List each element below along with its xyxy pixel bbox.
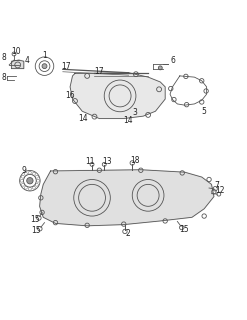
Text: 17: 17 — [62, 62, 71, 71]
Text: 16: 16 — [65, 91, 75, 100]
Text: 9: 9 — [21, 166, 26, 175]
Polygon shape — [70, 73, 165, 119]
Circle shape — [158, 66, 162, 70]
Text: 7: 7 — [214, 181, 219, 190]
Text: 3: 3 — [132, 108, 137, 117]
Text: 13: 13 — [102, 157, 112, 166]
Circle shape — [27, 178, 33, 184]
Text: 4: 4 — [25, 56, 30, 65]
Text: 15: 15 — [179, 225, 189, 234]
Text: 1: 1 — [42, 51, 47, 60]
Polygon shape — [40, 170, 214, 226]
Text: 8: 8 — [2, 53, 7, 62]
Text: 11: 11 — [85, 157, 95, 166]
Text: 14: 14 — [123, 116, 133, 125]
Text: 17: 17 — [95, 67, 104, 76]
Polygon shape — [12, 60, 24, 68]
Text: 10: 10 — [12, 47, 21, 56]
Text: 5: 5 — [202, 107, 206, 116]
Text: 18: 18 — [131, 156, 140, 165]
Circle shape — [42, 64, 47, 68]
Text: 15: 15 — [31, 226, 41, 235]
Text: 8: 8 — [2, 73, 7, 82]
Text: 12: 12 — [215, 187, 225, 196]
Text: 14: 14 — [79, 114, 88, 123]
Text: 6: 6 — [170, 56, 175, 65]
Text: 2: 2 — [126, 229, 130, 238]
Text: 15: 15 — [31, 215, 40, 224]
